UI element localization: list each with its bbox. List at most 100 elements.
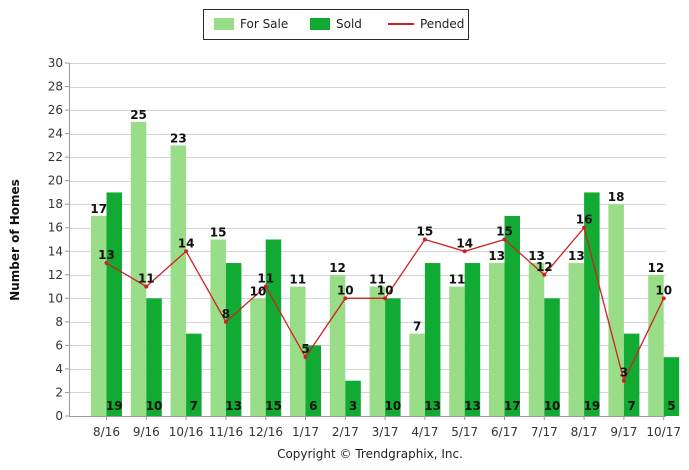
label-for-sale-7/17: 13	[528, 249, 545, 263]
label-sold-1/17: 6	[309, 399, 317, 413]
x-tick-label-3/17: 3/17	[372, 425, 399, 439]
y-tick-label-22: 22	[48, 150, 63, 164]
label-sold-4/17: 13	[424, 399, 441, 413]
x-tick-label-10/16: 10/16	[169, 425, 204, 439]
pended-point-11/16	[223, 319, 228, 324]
label-sold-11/16: 13	[225, 399, 242, 413]
label-for-sale-4/17: 7	[413, 320, 421, 334]
x-tick-label-11/16: 11/16	[209, 425, 244, 439]
x-tick-label-4/17: 4/17	[411, 425, 438, 439]
y-tick-label-20: 20	[48, 174, 63, 188]
x-tick-label-12/16: 12/16	[248, 425, 283, 439]
x-tick-label-2/17: 2/17	[332, 425, 359, 439]
label-sold-9/17: 7	[627, 399, 635, 413]
label-for-sale-10/16: 23	[170, 131, 187, 145]
y-tick-label-6: 6	[55, 338, 63, 352]
bar-for-sale-9/16	[130, 121, 147, 416]
label-pended-5/17: 14	[456, 236, 473, 250]
bar-sold-8/16	[106, 192, 122, 416]
y-tick-label-30: 30	[48, 56, 63, 70]
label-sold-5/17: 13	[464, 399, 481, 413]
label-for-sale-10/17: 12	[648, 261, 665, 275]
bar-sold-5/17	[464, 263, 481, 416]
pended-point-8/16	[104, 261, 109, 266]
copyright-text: Copyright © Trendgraphix, Inc.	[277, 447, 463, 461]
legend-label-sold: Sold	[336, 17, 362, 31]
pended-point-4/17	[422, 237, 427, 242]
bar-series	[91, 121, 680, 416]
x-tick-label-9/16: 9/16	[133, 425, 160, 439]
bar-for-sale-3/17	[369, 286, 386, 416]
label-for-sale-8/17: 13	[568, 249, 585, 263]
bar-for-sale-9/17	[608, 204, 624, 416]
bar-sold-2/17	[345, 380, 361, 416]
bar-sold-8/17	[584, 192, 600, 416]
label-pended-8/17: 16	[576, 213, 593, 227]
pended-point-12/16	[263, 284, 268, 289]
legend-label-for-sale: For Sale	[240, 17, 288, 31]
pended-point-10/16	[184, 249, 189, 254]
legend-swatch-sold	[310, 18, 330, 30]
legend-frame	[203, 9, 469, 40]
label-pended-4/17: 15	[417, 225, 434, 239]
bar-for-sale-8/16	[91, 215, 107, 416]
bar-for-sale-11/16	[210, 239, 226, 416]
label-for-sale-12/16: 10	[250, 284, 267, 298]
pended-point-10/17	[661, 296, 666, 301]
pended-point-7/17	[542, 272, 547, 277]
pended-point-1/17	[303, 355, 308, 360]
label-pended-10/16: 14	[178, 236, 195, 250]
label-for-sale-5/17: 11	[449, 273, 466, 287]
y-tick-label-2: 2	[55, 385, 63, 399]
label-pended-12/16: 11	[257, 272, 274, 286]
label-sold-10/17: 5	[667, 399, 675, 413]
pended-point-9/17	[621, 378, 626, 383]
label-pended-2/17: 10	[337, 283, 354, 297]
y-tick-label-24: 24	[48, 127, 63, 141]
label-for-sale-8/16: 17	[90, 202, 107, 216]
label-pended-9/16: 11	[138, 272, 155, 286]
label-sold-12/16: 15	[265, 399, 282, 413]
label-sold-2/17: 3	[349, 399, 357, 413]
y-tick-label-18: 18	[48, 197, 63, 211]
bar-sold-9/17	[623, 333, 640, 416]
bar-sold-4/17	[424, 263, 441, 416]
bar-for-sale-12/16	[250, 298, 266, 416]
bar-for-sale-4/17	[409, 333, 425, 416]
bar-sold-7/17	[544, 298, 560, 416]
bar-sold-12/16	[265, 239, 282, 416]
bar-sold-3/17	[385, 298, 401, 416]
label-pended-3/17: 10	[377, 283, 394, 297]
bar-for-sale-1/17	[290, 286, 306, 416]
label-for-sale-2/17: 12	[329, 261, 346, 275]
bar-for-sale-8/17	[568, 263, 585, 416]
label-sold-6/17: 17	[504, 399, 521, 413]
y-tick-label-4: 4	[55, 362, 63, 376]
label-sold-3/17: 10	[384, 399, 401, 413]
bar-for-sale-7/17	[528, 263, 545, 416]
bar-for-sale-5/17	[449, 286, 465, 416]
y-tick-label-28: 28	[48, 80, 63, 94]
pended-line-series	[104, 225, 666, 383]
label-for-sale-6/17: 13	[488, 249, 505, 263]
bar-sold-1/17	[305, 345, 321, 416]
label-sold-7/17: 10	[544, 399, 561, 413]
pended-point-2/17	[343, 296, 348, 301]
y-tick-label-0: 0	[55, 409, 63, 423]
label-for-sale-1/17: 11	[289, 273, 306, 287]
label-for-sale-9/16: 25	[130, 108, 147, 122]
x-tick-label-7/17: 7/17	[531, 425, 558, 439]
bar-for-sale-2/17	[329, 274, 346, 416]
y-axis-title: Number of Homes	[8, 179, 22, 301]
y-tick-label-26: 26	[48, 103, 63, 117]
label-pended-8/16: 13	[98, 248, 115, 262]
x-tick-label-8/16: 8/16	[93, 425, 120, 439]
bar-sold-10/17	[663, 357, 680, 416]
pended-point-9/16	[144, 284, 149, 289]
bar-sold-11/16	[225, 263, 242, 416]
label-pended-11/16: 8	[222, 307, 230, 321]
bar-for-sale-10/16	[170, 145, 187, 416]
bar-sold-6/17	[504, 215, 520, 416]
